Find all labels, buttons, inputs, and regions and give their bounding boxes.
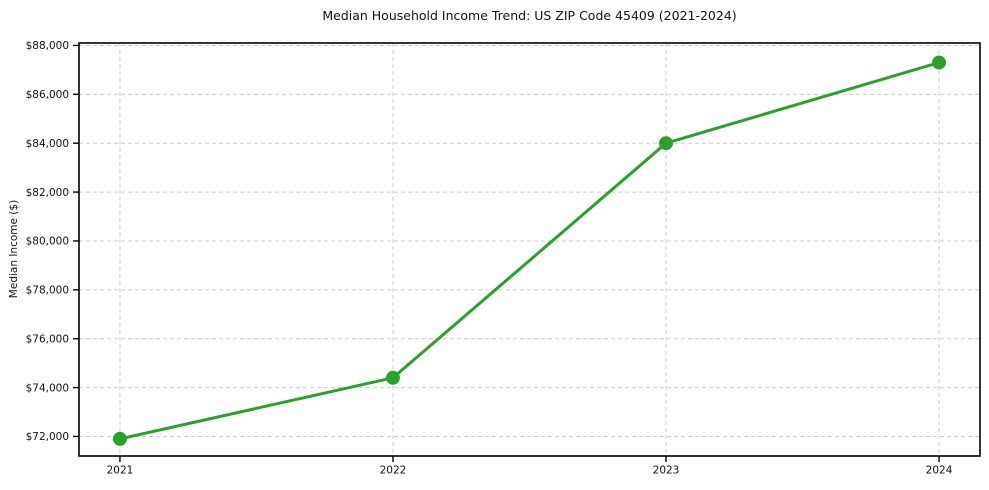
y-tick-label: $76,000	[26, 333, 69, 345]
y-tick-label: $80,000	[26, 236, 69, 248]
y-tick-label: $88,000	[26, 40, 69, 52]
data-point-marker	[112, 431, 127, 446]
x-tick-label: 2022	[380, 465, 407, 477]
y-tick-label: $74,000	[26, 382, 69, 394]
chart-title: Median Household Income Trend: US ZIP Co…	[322, 8, 737, 23]
data-point-marker	[932, 55, 947, 70]
y-tick-label: $86,000	[26, 89, 69, 101]
y-tick-label: $78,000	[26, 285, 69, 297]
data-point-marker	[385, 370, 400, 385]
data-point-marker	[659, 136, 674, 151]
x-tick-label: 2024	[926, 465, 953, 477]
plot-border	[78, 42, 981, 457]
x-tick-label: 2021	[107, 465, 134, 477]
x-tick-label: 2023	[653, 465, 680, 477]
y-tick-label: $84,000	[26, 138, 69, 150]
y-tick-label: $72,000	[26, 431, 69, 443]
y-tick-label: $82,000	[26, 187, 69, 199]
trend-line	[118, 61, 941, 441]
